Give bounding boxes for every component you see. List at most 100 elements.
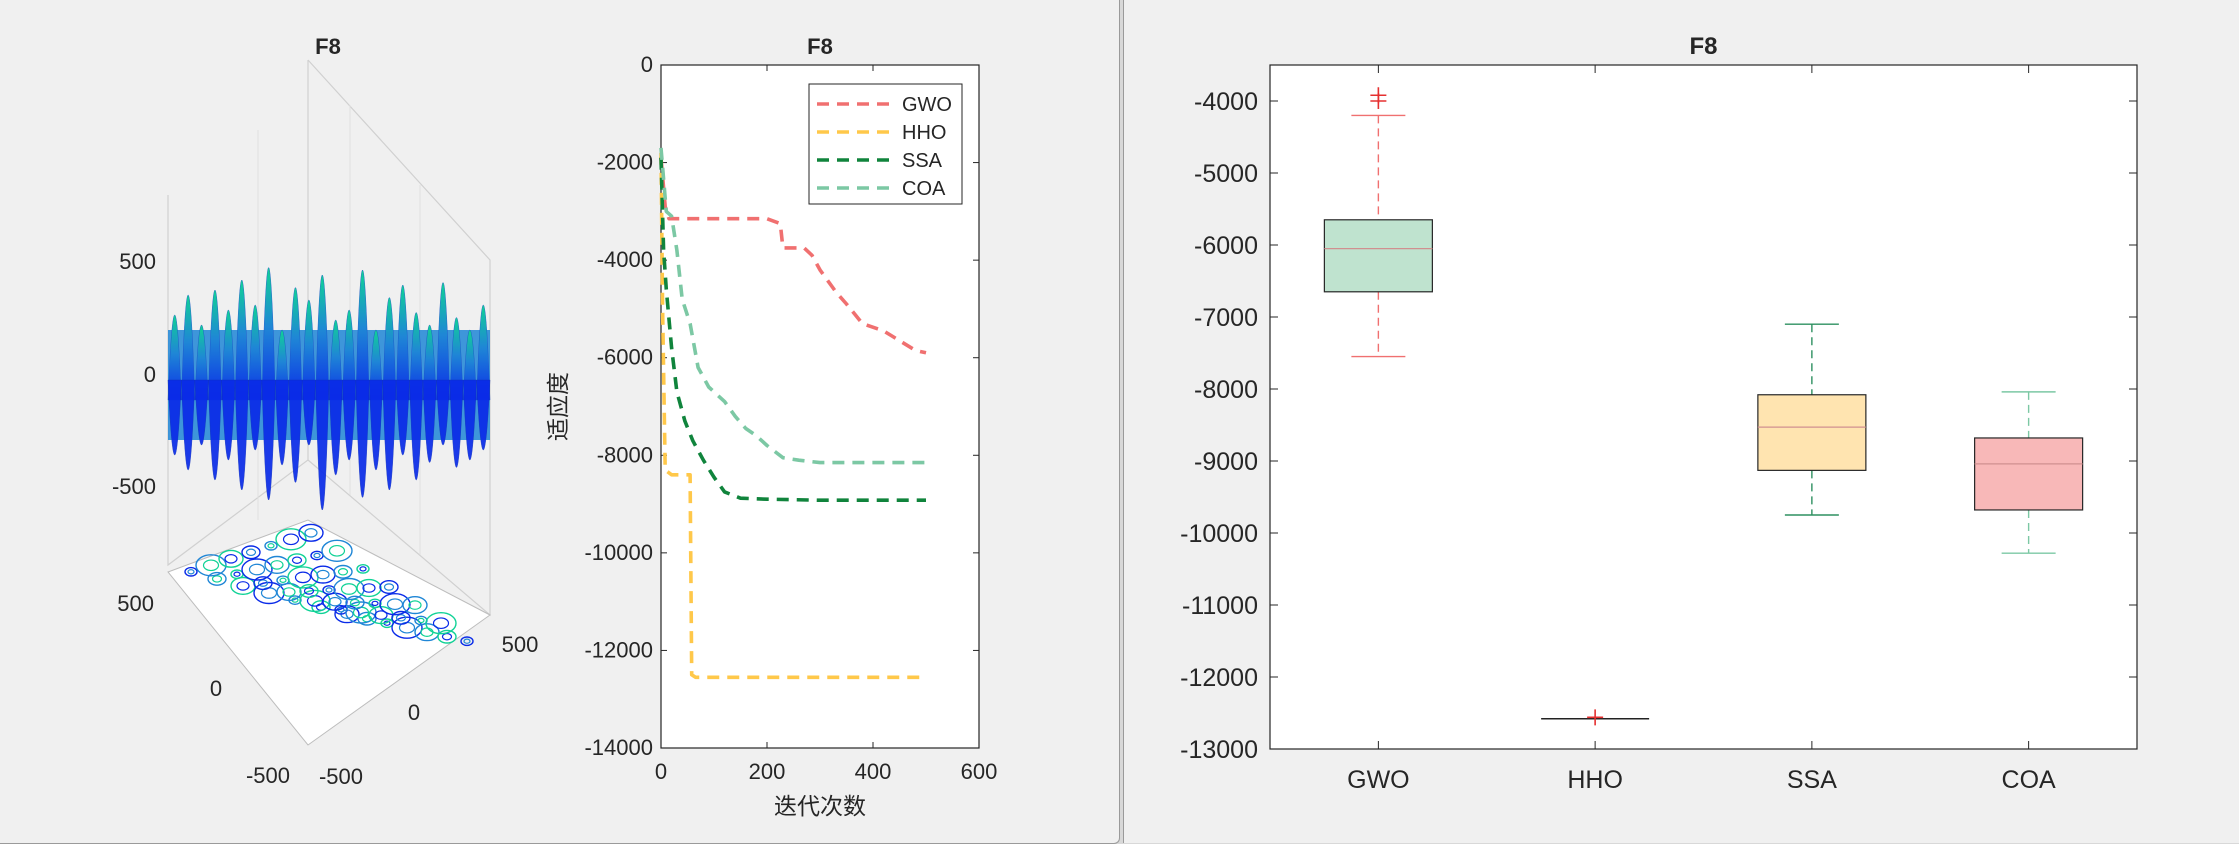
convergence-chart: F8 0 -2000 -4000 -6000 -8000 -10000 -12000 -1400… bbox=[546, 34, 997, 820]
surface-contour-ring bbox=[328, 544, 346, 557]
surface-contour-ring bbox=[233, 571, 241, 577]
boxplot-y-tick-label: -10000 bbox=[1180, 520, 1258, 548]
surface-x-tick: 0 bbox=[210, 676, 222, 701]
surface-trough bbox=[369, 379, 383, 471]
surface-contour-ring bbox=[463, 638, 471, 644]
surface-peak bbox=[221, 309, 236, 401]
surface-contour-ring bbox=[359, 566, 367, 572]
surface-peak bbox=[234, 280, 249, 401]
surface-peak bbox=[261, 267, 276, 401]
legend-label-ssa: SSA bbox=[902, 150, 943, 172]
surface-contour-ring bbox=[379, 580, 399, 595]
convergence-y-tick-label: -8000 bbox=[597, 442, 653, 467]
boxplot-y-tick-label: -13000 bbox=[1180, 736, 1258, 764]
surface-trough bbox=[449, 379, 464, 468]
surface-x-tick: -500 bbox=[246, 763, 290, 788]
box-gwo bbox=[1323, 87, 1433, 358]
surface-z-tick: 0 bbox=[144, 362, 156, 387]
surface-contour-ring bbox=[437, 629, 457, 644]
surface-peak bbox=[342, 309, 357, 401]
surface-trough bbox=[395, 379, 410, 455]
surface-trough bbox=[221, 379, 236, 460]
convergence-y-tick-label: -14000 bbox=[584, 735, 653, 760]
legend-label-coa: COA bbox=[902, 178, 946, 200]
boxplot-title: F8 bbox=[1689, 33, 1717, 60]
surface-contour-ring bbox=[218, 549, 244, 568]
surface-contour-ring bbox=[202, 559, 220, 572]
figure-window-right: F8 -4000 -5000 -6000 -7000 -8000 -9000 -10000 -1… bbox=[1123, 0, 2239, 843]
box-coa bbox=[1974, 391, 2084, 554]
surface-y-tick: -500 bbox=[319, 764, 363, 789]
surface-peak bbox=[382, 297, 397, 401]
surface-contour-ring bbox=[279, 577, 287, 584]
surface-peak bbox=[355, 270, 370, 401]
surface-contour-ring bbox=[253, 576, 273, 591]
convergence-y-tick-label: -4000 bbox=[597, 247, 653, 272]
surface-contour-ring bbox=[395, 614, 407, 622]
surface-contour-ring bbox=[322, 585, 336, 595]
convergence-x-tick-label: 0 bbox=[655, 759, 667, 784]
surface-peak bbox=[208, 289, 222, 401]
surface-contour-ring bbox=[368, 598, 382, 609]
boxplot-chart: F8 -4000 -5000 -6000 -7000 -8000 -9000 -10000 -1… bbox=[1180, 33, 2138, 794]
surface-trough bbox=[328, 379, 343, 475]
boxplot-y-tick-label: -7000 bbox=[1194, 304, 1258, 332]
box-body bbox=[1757, 394, 1867, 471]
box-outlier bbox=[1370, 87, 1387, 104]
surface-peak bbox=[167, 314, 182, 401]
convergence-y-tick-label: 0 bbox=[641, 52, 653, 77]
surface-contour-ring bbox=[270, 560, 284, 570]
legend-label-gwo: GWO bbox=[902, 94, 952, 116]
surface-z-tick: -500 bbox=[112, 474, 156, 499]
boxplot-y-tick-label: -4000 bbox=[1194, 88, 1258, 116]
surface-contour-ring bbox=[374, 610, 388, 620]
surface-plot: F8 500 0 -500 500 0 -500 -500 0 500 bbox=[112, 34, 538, 789]
series-line-ssa bbox=[659, 157, 926, 503]
surface-trough bbox=[315, 379, 330, 510]
surface-peak bbox=[409, 312, 424, 401]
surface-contour-ring bbox=[371, 600, 379, 607]
convergence-y-tick-label: -6000 bbox=[597, 345, 653, 370]
surface-contour-ring bbox=[287, 553, 307, 568]
surface-trough bbox=[275, 379, 289, 466]
convergence-title: F8 bbox=[807, 34, 833, 59]
surface-contour-ring bbox=[432, 617, 450, 630]
surface-contour-ring bbox=[425, 612, 457, 635]
boxplot-y-tick-label: -9000 bbox=[1194, 448, 1258, 476]
surface-trough bbox=[476, 379, 491, 451]
surface-contour-ring bbox=[356, 564, 370, 574]
surface-trough bbox=[288, 379, 303, 483]
surface-y-tick: 500 bbox=[502, 632, 539, 657]
surface-contour-ring bbox=[241, 545, 261, 560]
box-body bbox=[1974, 437, 2084, 511]
boxplot-x-tick-label: HHO bbox=[1567, 766, 1623, 794]
surface-contour-ring bbox=[241, 558, 273, 581]
surface-trough bbox=[248, 379, 263, 451]
convergence-y-label: 适应度 bbox=[546, 372, 572, 441]
box-body bbox=[1323, 219, 1433, 293]
boxplot-y-tick-label: -8000 bbox=[1194, 376, 1258, 404]
boxplot-y-tick-label: -5000 bbox=[1194, 160, 1258, 188]
surface-contour-ring bbox=[313, 552, 321, 559]
left-figure-canvas: F8 500 0 -500 500 0 -500 -500 0 500 F8 0 -2000 -4000 -… bbox=[112, 34, 997, 820]
convergence-x-tick-label: 600 bbox=[961, 759, 998, 784]
surface-contour-ring bbox=[304, 527, 318, 538]
surface-contour-ring bbox=[264, 540, 278, 551]
surface-trough bbox=[342, 379, 357, 460]
surface-contour-ring bbox=[276, 582, 302, 602]
surface-contour-ring bbox=[267, 543, 275, 549]
boxplot-y-tick-label: -11000 bbox=[1182, 592, 1258, 620]
surface-trough bbox=[301, 379, 316, 446]
surface-contour-ring bbox=[187, 569, 195, 575]
surface-contour-ring bbox=[333, 564, 353, 579]
surface-trough bbox=[167, 379, 182, 455]
series-line-coa bbox=[659, 147, 926, 465]
surface-contour-ring bbox=[328, 596, 342, 607]
surface-contour-ring bbox=[248, 563, 266, 576]
surface-contour-ring bbox=[345, 595, 365, 610]
surface-trough bbox=[261, 379, 276, 500]
box-ssa bbox=[1757, 323, 1867, 516]
surface-contour-ring bbox=[417, 617, 425, 624]
surface-peak bbox=[301, 300, 316, 401]
surface-contour-ring bbox=[245, 548, 257, 557]
